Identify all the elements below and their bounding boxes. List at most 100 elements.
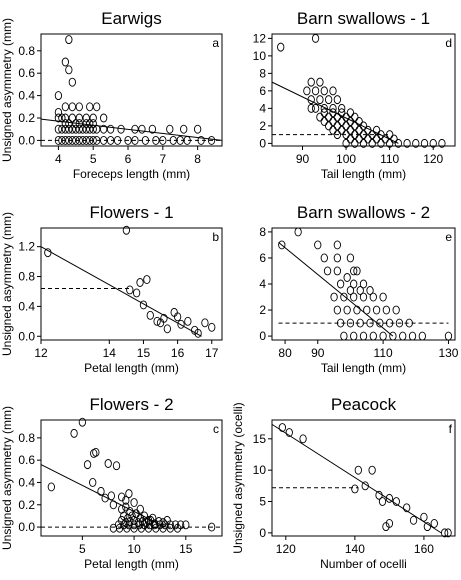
y-tick-label: 5 (259, 495, 266, 509)
data-point (54, 124, 63, 134)
data-point (355, 117, 363, 126)
data-point (152, 135, 160, 145)
data-point (93, 124, 101, 134)
data-point (329, 125, 337, 135)
data-point (68, 113, 76, 123)
panel-title: Earwigs (101, 9, 161, 28)
regression-line (278, 241, 394, 337)
data-point (320, 253, 328, 263)
data-point (61, 124, 70, 134)
data-point (361, 481, 369, 491)
data-point (385, 138, 394, 148)
data-point (350, 279, 358, 289)
y-tick-label: 4 (259, 101, 266, 115)
plot-frame (40, 419, 223, 537)
data-point (61, 102, 70, 112)
x-tick-label: 17 (205, 346, 219, 360)
data-point (78, 417, 87, 427)
data-point (444, 528, 452, 538)
data-point (346, 108, 355, 118)
x-axis-label: Number of ocelli (320, 557, 407, 571)
data-point (122, 225, 131, 235)
data-point (82, 124, 90, 134)
x-tick-label: 110 (380, 152, 399, 166)
data-point (340, 292, 348, 302)
data-point (311, 103, 320, 113)
data-point (329, 117, 337, 126)
panel-letter: b (212, 230, 219, 244)
data-point (148, 124, 157, 134)
x-tick-label: 10 (127, 542, 141, 556)
data-point (409, 515, 418, 525)
data-point (364, 134, 372, 144)
x-axis-label: Tail length (mm) (321, 167, 406, 181)
data-point (330, 292, 338, 302)
data-point (359, 331, 368, 341)
x-tick-label: 110 (374, 346, 393, 360)
data-point (368, 138, 376, 148)
data-point (117, 124, 125, 134)
x-tick-label: 12 (34, 346, 48, 360)
data-point (316, 77, 324, 87)
data-point (394, 138, 403, 148)
y-tick-label: 0.2 (18, 498, 35, 512)
panel-title: Peacock (331, 395, 397, 414)
data-point (381, 134, 389, 144)
data-point (392, 497, 400, 506)
data-point (138, 124, 146, 134)
regression-line (40, 246, 202, 337)
data-point (65, 135, 73, 145)
data-point (333, 240, 342, 250)
data-point (100, 135, 108, 145)
y-tick-label: 10 (253, 49, 267, 63)
x-tick-label: 7 (159, 152, 166, 166)
data-point (368, 465, 376, 475)
data-point (278, 240, 286, 250)
data-point (390, 134, 398, 144)
data-point (285, 428, 293, 437)
data-point (68, 102, 76, 112)
y-tick-label: 15 (253, 432, 267, 446)
plot-frame (271, 33, 456, 147)
y-axis-label: Unsigned asymmetry (ocelli) (231, 402, 245, 553)
data-point (299, 434, 307, 444)
data-point (79, 135, 87, 145)
data-point (372, 134, 381, 144)
data-point (359, 121, 368, 131)
data-point (385, 318, 394, 328)
panel-a: Earwigs a 4 5 6 7 8 0.0 0.2 0.4 0.6 0.8 Foreceps len… (0, 9, 223, 181)
data-point (324, 121, 333, 131)
data-point (294, 227, 302, 237)
data-point (338, 108, 346, 118)
data-point (104, 459, 112, 468)
data-point (68, 135, 76, 145)
y-tick-label: 1.2 (18, 240, 35, 254)
data-point (159, 523, 167, 533)
data-point (333, 253, 342, 263)
y-tick-label: 8 (259, 66, 266, 80)
data-point (86, 135, 94, 145)
data-point (311, 86, 320, 96)
data-point (379, 292, 387, 302)
data-point (420, 512, 428, 522)
panel-letter: a (212, 36, 219, 50)
data-point (201, 318, 209, 328)
data-point (109, 500, 118, 510)
data-point (100, 124, 108, 134)
panel-b: Flowers - 1 b 12 14 15 16 17 0.0 0.4 0.8 1.2 Petal … (0, 203, 223, 375)
data-point (346, 125, 355, 135)
data-point (75, 102, 83, 112)
data-point (207, 135, 216, 145)
x-tick-label: 14 (103, 346, 117, 360)
data-point (333, 95, 342, 105)
data-point (47, 482, 55, 492)
data-point (107, 491, 115, 501)
data-point (79, 124, 87, 134)
data-point (113, 135, 122, 145)
data-point (346, 134, 355, 144)
data-point (355, 125, 363, 135)
data-point (132, 288, 141, 298)
data-point (333, 266, 342, 276)
data-point (197, 135, 205, 145)
